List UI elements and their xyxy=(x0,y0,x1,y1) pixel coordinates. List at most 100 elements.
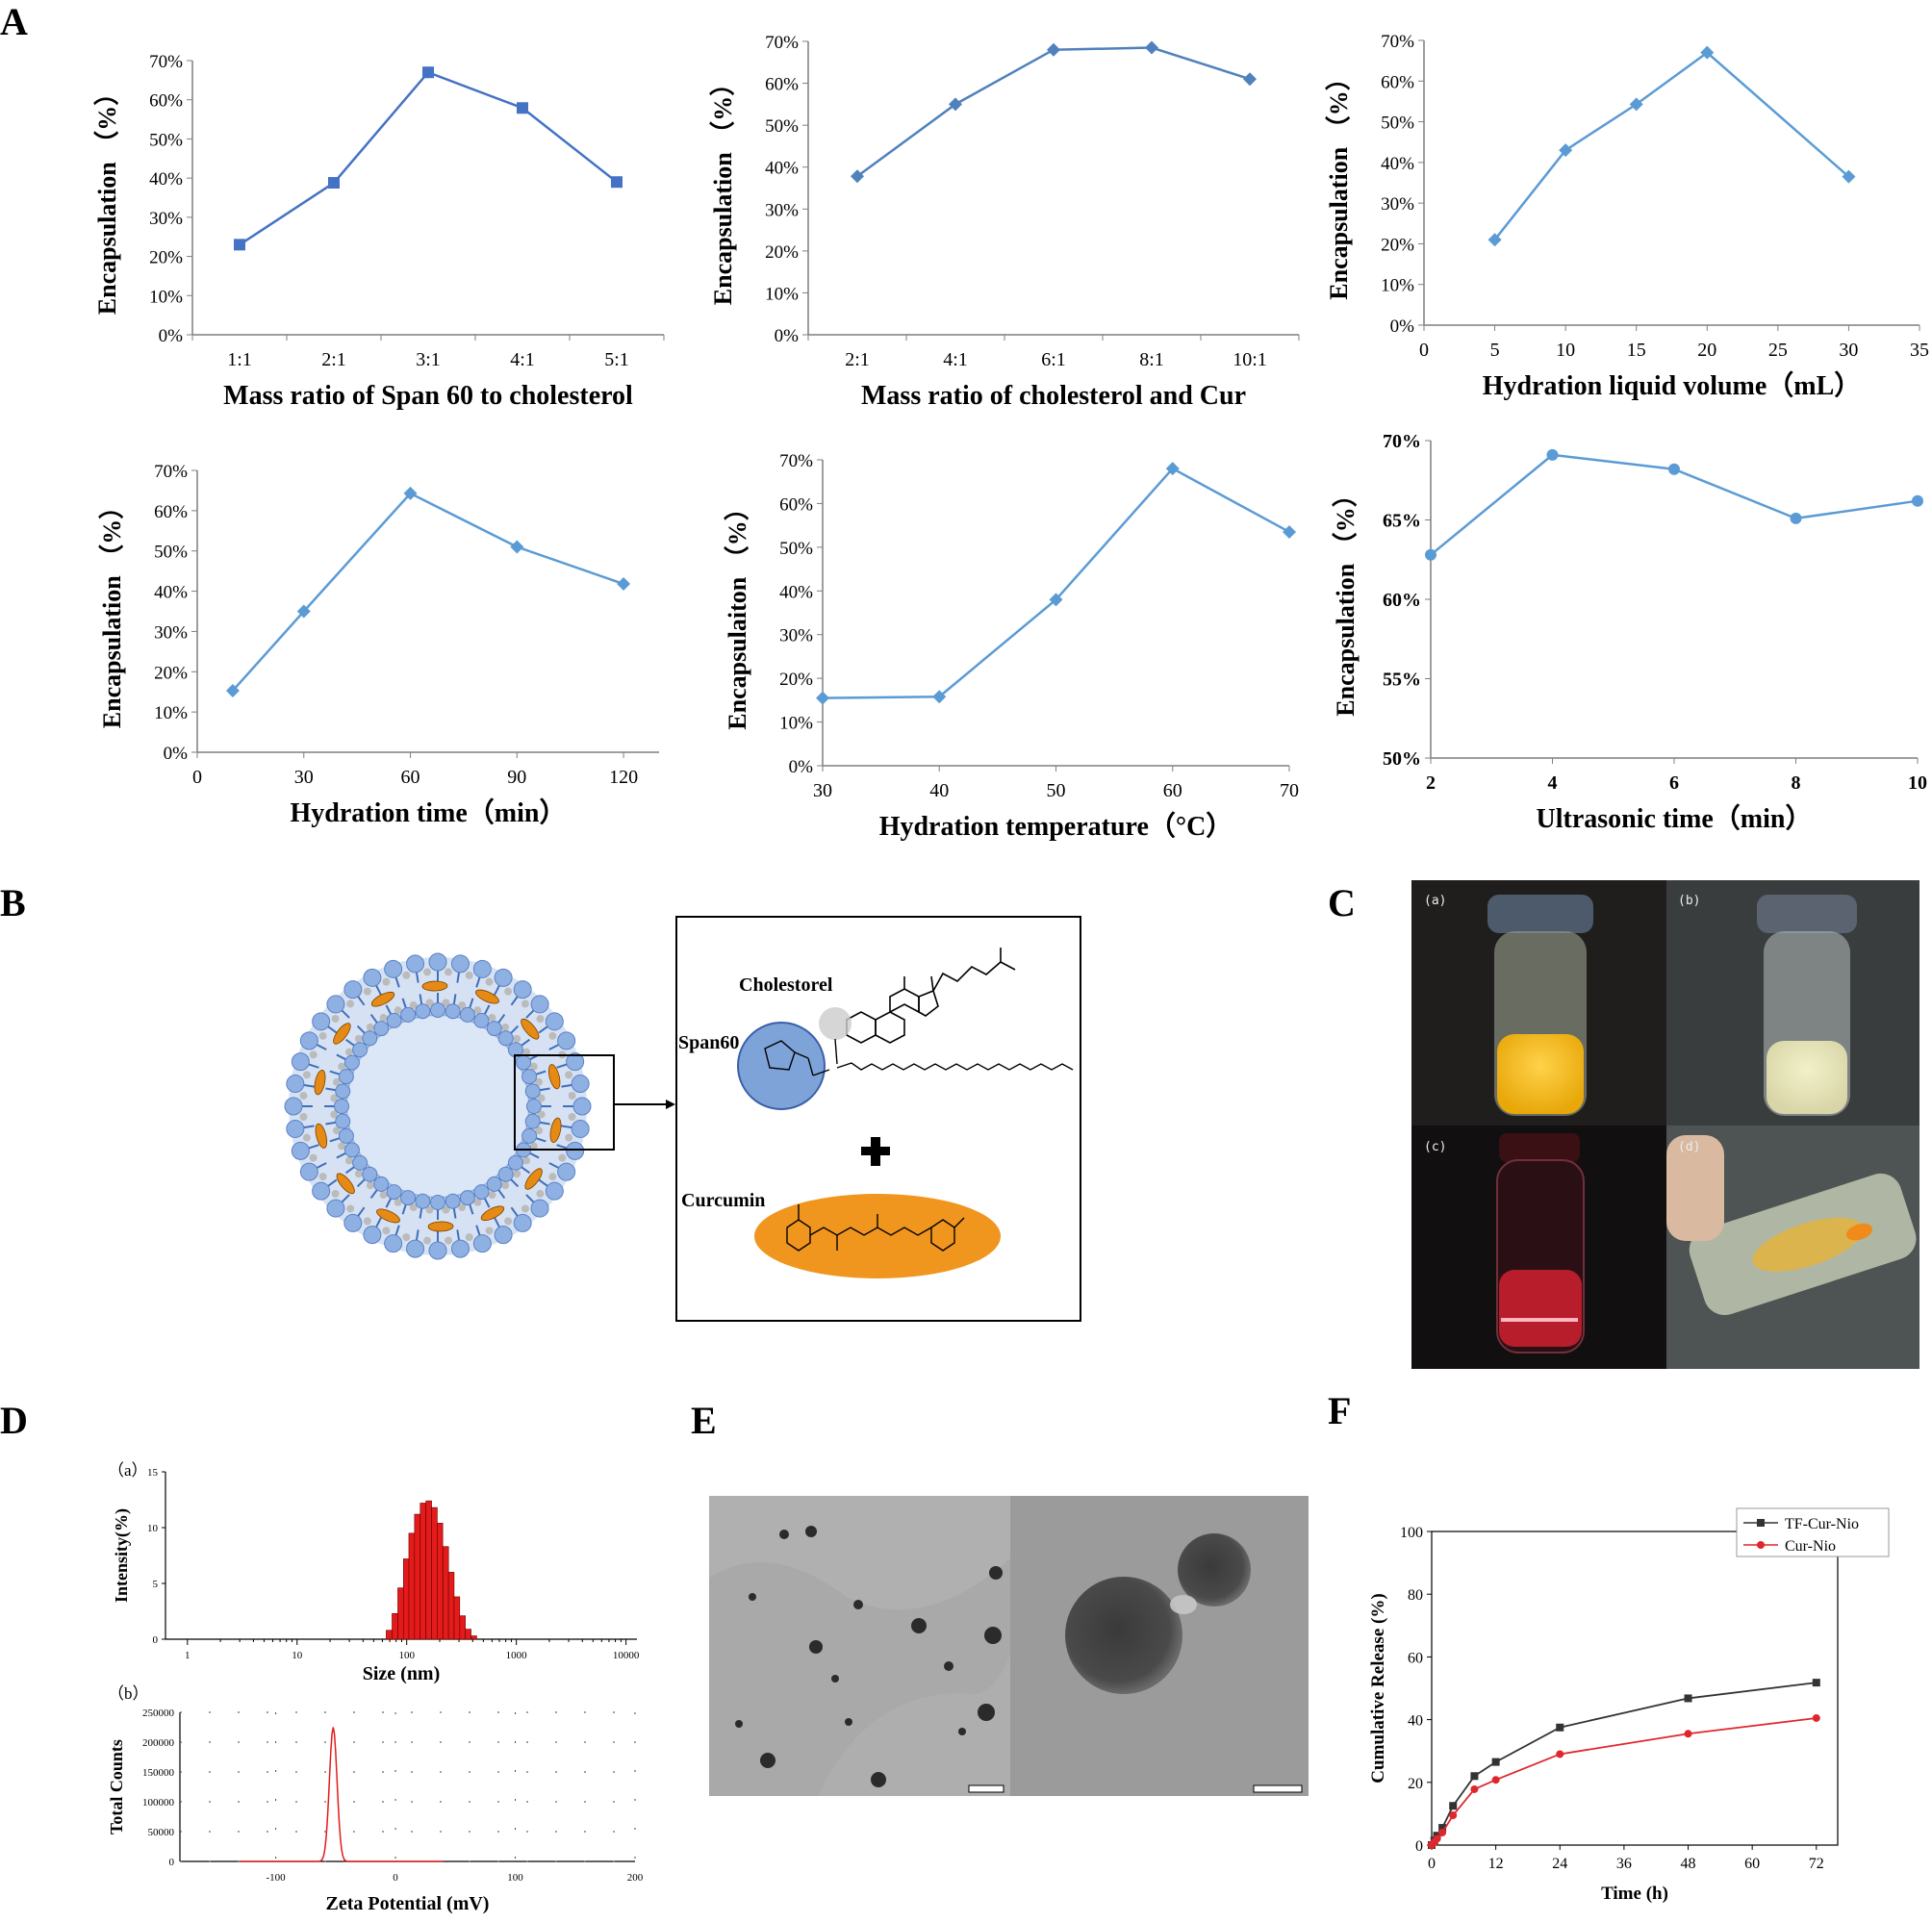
outer-headgroup xyxy=(557,1162,576,1181)
inner-headgroup xyxy=(430,1002,445,1018)
x-tick-label: 30 xyxy=(294,767,314,788)
y-tick-label: 70% xyxy=(154,462,188,482)
histogram-bar xyxy=(392,1613,398,1640)
y-axis-label: Encapsulation （%） xyxy=(1325,65,1353,299)
data-point xyxy=(1145,40,1158,55)
data-point xyxy=(1559,143,1573,158)
y-tick-label: 150000 xyxy=(142,1767,175,1779)
data-point xyxy=(617,577,631,592)
inner-headgroup xyxy=(362,1166,378,1182)
cholesterol-dot xyxy=(423,1236,432,1245)
y-tick-label: 70% xyxy=(1383,431,1421,452)
cholesterol-dot xyxy=(425,999,434,1007)
x-tick-label: 4:1 xyxy=(510,349,535,370)
photo-label-d: (d) xyxy=(1678,1140,1700,1154)
cholesterol-dot xyxy=(354,1170,363,1178)
outer-headgroup xyxy=(566,1141,585,1160)
vial-c-cap xyxy=(1499,1133,1580,1162)
outer-headgroup xyxy=(326,1199,345,1218)
cholesterol-dot xyxy=(522,1048,531,1056)
x-tick-label: 8 xyxy=(1792,772,1801,794)
inner-headgroup xyxy=(497,1166,514,1182)
histogram-bar xyxy=(397,1587,404,1640)
curcumin-molecule xyxy=(480,1205,505,1222)
inner-headgroup xyxy=(486,1021,502,1037)
data-point xyxy=(1165,462,1180,476)
data-point xyxy=(1487,233,1502,247)
cholesterol-dot xyxy=(444,1236,452,1245)
x-tick-label: -100 xyxy=(266,1872,286,1884)
inner-headgroup xyxy=(334,1099,349,1114)
curcumin-molecule xyxy=(336,1173,355,1195)
x-tick-label: 2:1 xyxy=(321,349,346,370)
cholesterol-dot xyxy=(548,1173,557,1181)
cholesterol-dot xyxy=(394,1198,402,1206)
vial-a-cap xyxy=(1487,895,1593,933)
legend-marker xyxy=(1757,1541,1765,1549)
cholesterol-dot xyxy=(442,999,450,1007)
cholesterol-dot xyxy=(442,1205,450,1214)
cholesterol-dot xyxy=(332,1077,341,1086)
y-tick-label: 20% xyxy=(779,670,813,690)
x-tick-label: 2:1 xyxy=(845,349,870,370)
series-line xyxy=(856,46,1251,178)
histogram-bar xyxy=(447,1572,455,1640)
inner-headgroup xyxy=(473,1012,490,1028)
inner-headgroup xyxy=(445,1003,461,1020)
chart-a3: 0% 10% 20% 30% 40% 50% 60% 70% 0 5 10 15 20 25 30 35 Hyd… xyxy=(1325,32,1929,401)
x-tick-label: 25 xyxy=(1768,340,1788,361)
outer-headgroup xyxy=(472,1234,492,1253)
panel-label-e: E xyxy=(691,1399,717,1442)
cholesterol-dot xyxy=(565,1071,573,1079)
outer-headgroup xyxy=(299,1162,318,1181)
inner-headgroup xyxy=(400,1006,417,1023)
x-tick-label: 1:1 xyxy=(227,349,252,370)
x-axis-label: Size (nm) xyxy=(363,1663,441,1684)
data-point xyxy=(1491,1758,1500,1766)
cholesterol-dot xyxy=(338,1142,346,1151)
data-point xyxy=(1470,1772,1479,1781)
cholesterol-dot xyxy=(309,1153,318,1162)
cholesterol-dot xyxy=(346,1204,355,1213)
x-tick-label: 70 xyxy=(1280,780,1299,801)
inner-headgroup xyxy=(343,1142,360,1158)
y-axis-label: Encapsulation （%） xyxy=(1332,482,1360,716)
inner-headgroup xyxy=(445,1193,461,1209)
cholesterol-dot xyxy=(402,971,411,979)
x-tick-label: 10:1 xyxy=(1233,349,1267,370)
histogram-bar xyxy=(453,1596,461,1640)
chart-f: 0 20 40 60 80 100 0 12 24 36 48 60 72 TF-Cur-Nio Cur-N… xyxy=(1368,1507,1890,1904)
cholesterol-dot xyxy=(537,1094,546,1102)
photo-grid: (a) (b) (c) (d) xyxy=(1411,880,1919,1369)
cholesterol-dot xyxy=(536,1189,545,1198)
data-point xyxy=(1684,1694,1692,1703)
chart-db: 0 50000 100000 150000 200000 250000 -100 0 100 20… xyxy=(107,1708,644,1914)
cholesterol-dot xyxy=(409,1000,418,1009)
data-point xyxy=(225,683,240,697)
data-point xyxy=(296,604,311,619)
curcumin-ellipse xyxy=(754,1194,1001,1278)
cholesterol-dot xyxy=(366,1023,374,1031)
inner-headgroup xyxy=(415,1003,431,1020)
outer-headgroup xyxy=(406,954,425,974)
molecule-box: Cholestorel Span60 Curcumin xyxy=(675,916,1081,1322)
cholesterol-dot xyxy=(382,977,391,986)
cholesterol-dot xyxy=(548,1031,557,1040)
outer-headgroup xyxy=(530,995,549,1014)
data-point xyxy=(1438,1824,1447,1833)
y-tick-label: 40 xyxy=(1408,1713,1423,1730)
y-tick-label: 0% xyxy=(1390,316,1415,337)
curcumin-molecule xyxy=(547,1064,561,1090)
cholesterol-dot xyxy=(535,1126,544,1135)
data-point xyxy=(1047,42,1060,57)
x-tick-label: 1 xyxy=(185,1650,191,1661)
y-tick-label: 20% xyxy=(765,242,799,263)
histogram-bar xyxy=(459,1615,466,1640)
x-tick-label: 120 xyxy=(609,767,638,788)
x-tick-label: 40 xyxy=(929,780,949,801)
cholesterol-dot xyxy=(302,1071,311,1079)
cholesterol-dot xyxy=(331,1189,340,1198)
y-tick-label: 0 xyxy=(153,1634,159,1646)
x-tick-label: 0 xyxy=(192,767,202,788)
x-tick-label: 6 xyxy=(1669,772,1679,794)
